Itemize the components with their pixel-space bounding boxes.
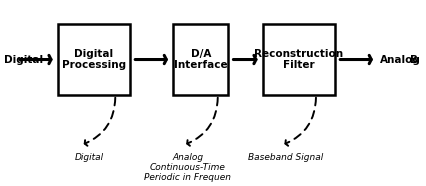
FancyBboxPatch shape <box>173 24 228 95</box>
FancyBboxPatch shape <box>58 24 130 95</box>
Text: Reconstruction
Filter: Reconstruction Filter <box>254 49 343 70</box>
Text: Analog
Continuous-Time
Periodic in Frequen: Analog Continuous-Time Periodic in Frequ… <box>144 153 231 182</box>
Text: Digital: Digital <box>4 54 43 65</box>
Text: Baseband Signal: Baseband Signal <box>248 153 323 161</box>
Text: B: B <box>409 54 417 65</box>
Text: Digital
Processing: Digital Processing <box>62 49 126 70</box>
FancyBboxPatch shape <box>262 24 334 95</box>
Text: Digital: Digital <box>75 153 104 161</box>
Text: Analog: Analog <box>379 54 420 65</box>
Text: D/A
Interface: D/A Interface <box>173 49 227 70</box>
